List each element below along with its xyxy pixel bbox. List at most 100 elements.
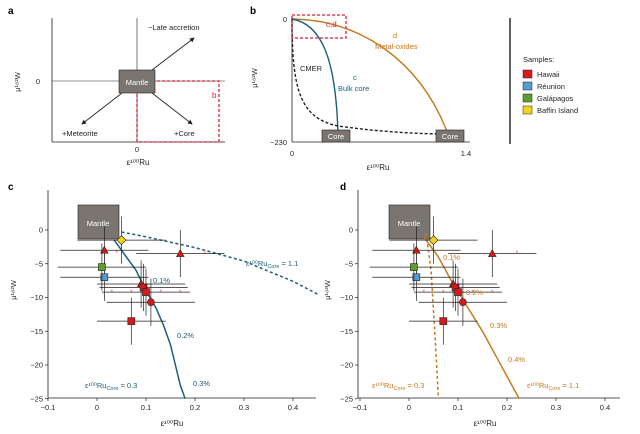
panel-c-mantle-box — [77, 204, 120, 240]
y-tick-label: −10 — [30, 293, 43, 302]
legend-swatch-reunion — [522, 81, 533, 91]
mixing-curve-solid — [113, 239, 186, 400]
model-tick-dot — [491, 289, 494, 292]
panel-d-mantle-box — [388, 204, 431, 240]
x-tick-label: 0.2 — [190, 403, 200, 412]
legend-label-reunion: Réunion — [537, 82, 565, 91]
panel-c-pct-2: 0.2% — [177, 331, 194, 340]
legend-label-galapagos: Galápagos — [537, 94, 574, 103]
model-tick-dot — [110, 289, 113, 292]
panel-d-label: d — [340, 182, 346, 193]
panel-d-y-axis-label: μ¹⁸²W — [323, 279, 332, 299]
legend-swatch-hawaii — [522, 69, 533, 79]
data-point-r-union — [100, 273, 109, 282]
panel-a-box-b-label: b — [212, 91, 217, 100]
model-tick-dot — [442, 289, 445, 292]
panel-d-pct-3: 0.3% — [490, 321, 507, 330]
late-accretion-label: −Late accretion — [148, 23, 200, 32]
panel-a-label: a — [8, 6, 14, 17]
x-tick-label: 0 — [95, 403, 99, 412]
panel-c: c μ¹⁸²W ε¹⁰⁰Ru Mantle −0.1 0 0.1 0.2 0.3 0.4 … — [8, 182, 318, 428]
legend: Samples: Hawaii Réunion Galápagos Baffin… — [509, 18, 578, 144]
meteorite-label: +Meteorite — [62, 129, 98, 138]
panel-d-x-ticks: −0.1 0 0.1 0.2 0.3 0.4 — [353, 398, 610, 412]
panel-d-curve-solid-label: ε¹⁰⁰RuCore = 1.1 — [527, 381, 579, 392]
panel-b-x-right: 1.4 — [461, 149, 471, 158]
y-tick-label: −5 — [344, 259, 353, 268]
panel-b-x-axis-label: ε¹⁰⁰Ru — [367, 163, 390, 172]
panel-c-curve-solid-label: ε¹⁰⁰RuCore = 0.3 — [85, 381, 137, 392]
data-point-hawaii — [100, 245, 109, 254]
panel-a-mantle-box — [118, 69, 156, 94]
late-accretion-arrow — [151, 37, 195, 71]
panel-c-pct-3: 0.3% — [193, 379, 210, 388]
model-tick-dot — [471, 289, 474, 292]
panel-d: d μ¹⁸²W ε¹⁰⁰Ru Mantle −0.1 0 0.1 0.2 0.3 0.4 … — [323, 182, 620, 428]
data-point-hawaii — [127, 317, 136, 325]
bulk-core-letter: c — [353, 73, 357, 82]
data-point-r-union — [412, 273, 421, 282]
y-tick-label: −20 — [30, 361, 43, 370]
model-tick-dot — [159, 289, 162, 292]
panel-a-mantle-label: Mantle — [126, 78, 149, 87]
panel-d-y-ticks: 0 −5 −10 −15 −20 −25 — [340, 226, 358, 403]
data-point-hawaii — [175, 248, 185, 257]
panel-c-x-axis-label: ε¹⁰⁰Ru — [161, 419, 184, 428]
panel-d-model-ticks — [422, 250, 518, 292]
bulk-core-label: Bulk core — [338, 84, 369, 93]
panel-d-data-points — [369, 216, 537, 345]
panel-b-core-box-2 — [435, 129, 465, 143]
panel-d-pct-4: 0.4% — [508, 355, 525, 364]
cmer-label: CMER — [300, 64, 323, 73]
x-tick-label: 0.1 — [453, 403, 463, 412]
x-tick-label: −0.1 — [41, 403, 56, 412]
data-point-baffin-island — [116, 235, 127, 246]
model-tick-dot — [179, 289, 182, 292]
panel-c-label: c — [8, 182, 14, 193]
y-tick-label: −15 — [340, 327, 353, 336]
legend-label-baffin: Baffin Island — [537, 106, 578, 115]
x-tick-label: 0.4 — [288, 403, 298, 412]
panel-c-mixing-curves — [113, 231, 318, 400]
metal-oxides-curve — [291, 18, 449, 135]
x-tick-label: 0.3 — [239, 403, 249, 412]
cmer-curve — [291, 18, 449, 135]
data-point-hawaii — [142, 288, 150, 296]
mixing-curve-dashed — [425, 233, 440, 399]
metal-oxides-letter: d — [393, 31, 397, 40]
panel-a-y-zero: 0 — [36, 77, 40, 86]
panel-b-box-cd — [291, 14, 347, 39]
y-tick-label: −10 — [340, 293, 353, 302]
data-point-hawaii — [459, 298, 467, 307]
legend-label-hawaii: Hawaii — [537, 70, 560, 79]
x-tick-label: 0.4 — [600, 403, 610, 412]
legend-swatch-baffin — [522, 105, 533, 115]
panel-c-y-ticks: 0 −5 −10 −15 −20 −25 — [30, 226, 48, 403]
panel-c-y-axis-label: μ¹⁸²W — [9, 279, 18, 299]
y-tick-label: −20 — [340, 361, 353, 370]
panel-b-core-label-1: Core — [328, 132, 344, 141]
model-tick-dot — [130, 289, 133, 292]
panel-c-data-points — [57, 216, 225, 345]
panel-b-y-axis-label: μ¹⁸²W — [250, 67, 259, 87]
panel-c-pct-1: 0.1% — [153, 276, 170, 285]
panel-d-mixing-curves — [423, 233, 520, 400]
panel-a-box-b — [136, 80, 220, 143]
panel-c-mantle-label: Mantle — [87, 219, 110, 228]
legend-title: Samples: — [523, 55, 554, 64]
panel-c-curve-dashed-label: ε¹⁰⁰RuCore = 1.1 — [246, 259, 298, 270]
metal-oxides-label: Metal-oxides — [375, 42, 418, 51]
panel-b-core-box-1 — [321, 129, 351, 143]
data-point-hawaii — [412, 245, 421, 254]
panel-a-x-axis-label: ε¹⁰⁰Ru — [127, 158, 150, 167]
panel-b: b 0 −230 0 1.4 μ¹⁸²W ε¹⁰⁰Ru c,d CMER c B… — [250, 6, 471, 172]
x-tick-label: 0.2 — [502, 403, 512, 412]
panel-d-x-axis-label: ε¹⁰⁰Ru — [474, 419, 497, 428]
bulk-core-curve — [291, 18, 339, 135]
panel-b-core-label-2: Core — [442, 132, 458, 141]
mixing-curve-solid — [423, 236, 520, 400]
core-label: +Core — [174, 129, 195, 138]
data-point-hawaii — [439, 317, 448, 325]
data-point-gal-pagos — [98, 263, 106, 271]
